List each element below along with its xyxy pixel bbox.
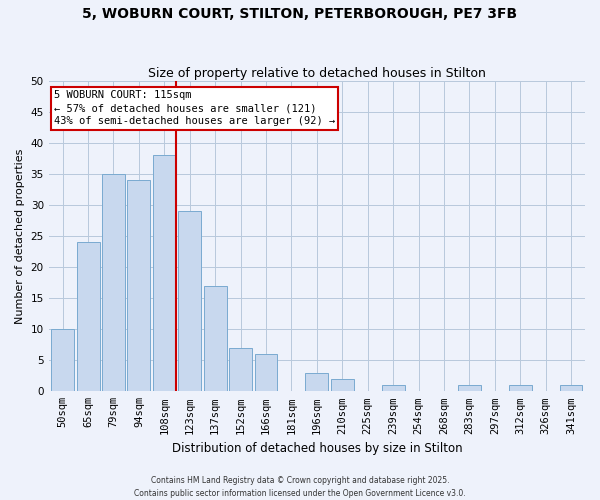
Bar [254,354,277,392]
Bar [127,180,151,392]
Text: 5 WOBURN COURT: 115sqm
← 57% of detached houses are smaller (121)
43% of semi-de: 5 WOBURN COURT: 115sqm ← 57% of detached… [54,90,335,126]
Bar [178,211,201,392]
Bar [305,372,328,392]
Bar [51,329,74,392]
Bar [458,385,481,392]
Title: Size of property relative to detached houses in Stilton: Size of property relative to detached ho… [148,66,486,80]
Bar [331,379,353,392]
Y-axis label: Number of detached properties: Number of detached properties [15,148,25,324]
Bar [204,286,227,392]
X-axis label: Distribution of detached houses by size in Stilton: Distribution of detached houses by size … [172,442,462,455]
Bar [153,155,176,392]
Text: Contains HM Land Registry data © Crown copyright and database right 2025.
Contai: Contains HM Land Registry data © Crown c… [134,476,466,498]
Bar [509,385,532,392]
Text: 5, WOBURN COURT, STILTON, PETERBOROUGH, PE7 3FB: 5, WOBURN COURT, STILTON, PETERBOROUGH, … [82,8,518,22]
Bar [77,242,100,392]
Bar [560,385,583,392]
Bar [229,348,252,392]
Bar [102,174,125,392]
Bar [382,385,404,392]
